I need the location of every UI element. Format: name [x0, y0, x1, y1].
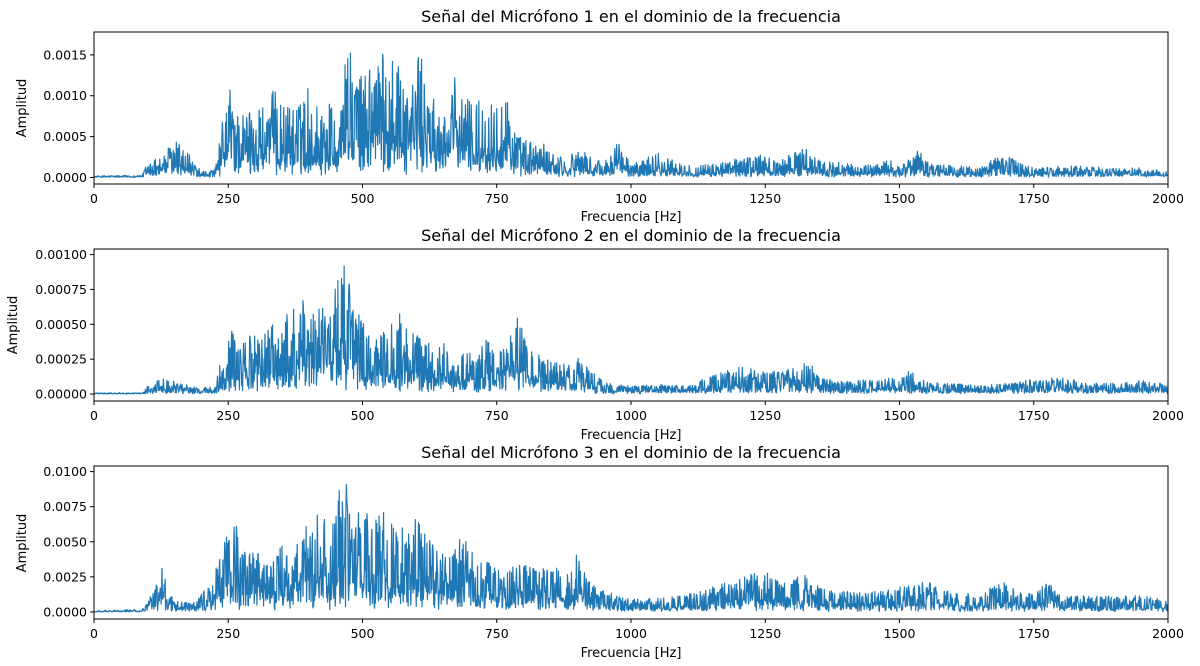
y-tick-label: 0.00100 [35, 247, 87, 262]
chart-title: Señal del Micrófono 3 en el dominio de l… [421, 443, 841, 462]
x-tick-label: 1750 [1018, 191, 1050, 206]
x-tick-label: 500 [351, 408, 375, 423]
x-tick-label: 500 [351, 626, 375, 641]
y-tick-label: 0.00025 [35, 352, 87, 367]
x-tick-label: 500 [351, 191, 375, 206]
x-tick-label: 750 [485, 626, 509, 641]
y-tick-label: 0.0005 [43, 129, 87, 144]
y-tick-label: 0.00050 [35, 317, 87, 332]
y-tick-label: 0.0025 [43, 569, 87, 584]
chart-title: Señal del Micrófono 2 en el dominio de l… [421, 226, 841, 245]
y-tick-label: 0.0050 [43, 534, 87, 549]
spectrum-series-line [94, 484, 1168, 613]
x-tick-label: 1500 [884, 626, 916, 641]
x-tick-label: 1250 [749, 408, 781, 423]
x-tick-label: 0 [90, 408, 98, 423]
subplot-mic-2: Señal del Micrófono 2 en el dominio de l… [6, 226, 1184, 443]
y-axis-label: Amplitud [15, 514, 30, 573]
x-tick-label: 1250 [749, 191, 781, 206]
x-tick-label: 250 [216, 626, 240, 641]
x-tick-label: 1500 [884, 191, 916, 206]
y-tick-label: 0.00000 [35, 387, 87, 402]
x-tick-label: 1000 [615, 408, 647, 423]
spectrum-series-line [94, 265, 1168, 395]
x-tick-label: 750 [485, 408, 509, 423]
y-tick-label: 0.0015 [43, 47, 87, 62]
y-tick-label: 0.0000 [43, 604, 87, 619]
x-axis-label: Frecuencia [Hz] [581, 210, 682, 225]
x-tick-label: 1750 [1018, 408, 1050, 423]
x-tick-label: 1000 [615, 626, 647, 641]
y-tick-label: 0.0010 [43, 88, 87, 103]
x-tick-label: 2000 [1152, 626, 1184, 641]
y-tick-label: 0.0075 [43, 499, 87, 514]
x-tick-label: 0 [90, 191, 98, 206]
x-tick-label: 1500 [884, 408, 916, 423]
x-tick-label: 2000 [1152, 408, 1184, 423]
x-tick-label: 2000 [1152, 191, 1184, 206]
chart-title: Señal del Micrófono 1 en el dominio de l… [421, 7, 841, 26]
y-tick-label: 0.00075 [35, 282, 87, 297]
y-tick-label: 0.0000 [43, 170, 87, 185]
x-axis-label: Frecuencia [Hz] [581, 646, 682, 661]
x-tick-label: 1000 [615, 191, 647, 206]
y-tick-label: 0.0100 [43, 464, 87, 479]
y-axis-label: Amplitud [15, 79, 30, 138]
y-axis-label: Amplitud [6, 296, 21, 355]
spectrum-series-line [94, 52, 1168, 178]
x-axis-label: Frecuencia [Hz] [581, 428, 682, 443]
subplot-mic-3: Señal del Micrófono 3 en el dominio de l… [15, 443, 1184, 661]
x-tick-label: 250 [216, 408, 240, 423]
x-tick-label: 1750 [1018, 626, 1050, 641]
x-tick-label: 0 [90, 626, 98, 641]
x-tick-label: 250 [216, 191, 240, 206]
subplot-mic-1: Señal del Micrófono 1 en el dominio de l… [15, 7, 1184, 225]
x-tick-label: 1250 [749, 626, 781, 641]
x-tick-label: 750 [485, 191, 509, 206]
